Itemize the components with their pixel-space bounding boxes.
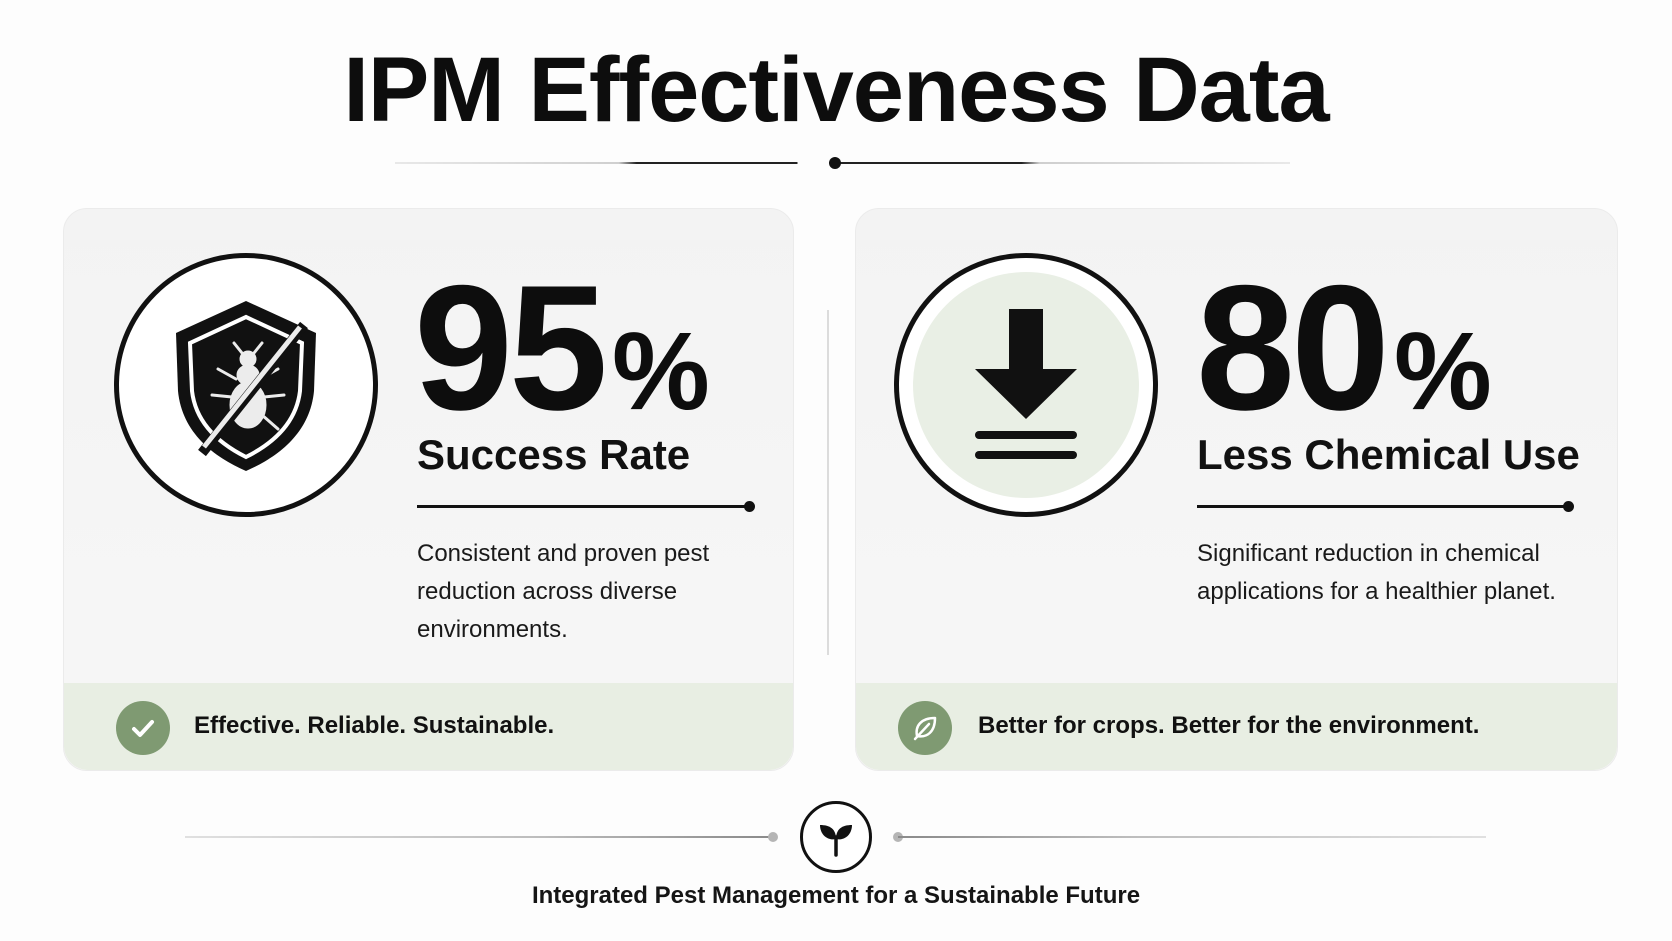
stat-description: Consistent and proven pest reduction acr… (417, 540, 710, 643)
badge-circle (894, 253, 1158, 517)
footer-rule-right (898, 836, 1486, 838)
card-divider (827, 310, 829, 655)
stat-card-success-rate: 95% Success Rate Consistent and proven p… (63, 208, 794, 771)
badge-circle (114, 253, 378, 517)
stat-value: 95% (414, 248, 710, 447)
stat-unit: % (1394, 310, 1492, 433)
stat-underline (1197, 501, 1574, 512)
stat-value: 80% (1196, 248, 1492, 447)
card-footer-strip: Better for crops. Better for the environ… (856, 683, 1617, 770)
title-divider (395, 162, 1290, 164)
download-arrow-icon (975, 309, 1077, 459)
shield-no-bug-icon (176, 301, 316, 471)
badge-inner-circle (913, 272, 1139, 498)
stat-card-less-chemical-use: 80% Less Chemical Use Significant reduct… (855, 208, 1618, 771)
leaf-icon (898, 701, 952, 755)
stat-description: Significant reduction in chemical applic… (1197, 540, 1556, 605)
check-icon (116, 701, 170, 755)
title-divider-dot (829, 157, 841, 169)
footer-rule-left (185, 836, 773, 838)
card-footer-text: Better for crops. Better for the environ… (978, 712, 1480, 739)
page-title: IPM Effectiveness Data (343, 39, 1329, 141)
sprout-icon (820, 825, 852, 857)
sprout-badge (800, 801, 872, 873)
stat-unit: % (612, 310, 710, 433)
footer-rule-dot (768, 832, 778, 842)
stat-underline (417, 501, 755, 512)
card-footer-text: Effective. Reliable. Sustainable. (194, 712, 555, 739)
footer-tagline: Integrated Pest Management for a Sustain… (531, 882, 1141, 909)
stat-label: Success Rate (417, 431, 691, 478)
stat-label: Less Chemical Use (1197, 431, 1580, 478)
card-footer-strip: Effective. Reliable. Sustainable. (64, 683, 793, 770)
